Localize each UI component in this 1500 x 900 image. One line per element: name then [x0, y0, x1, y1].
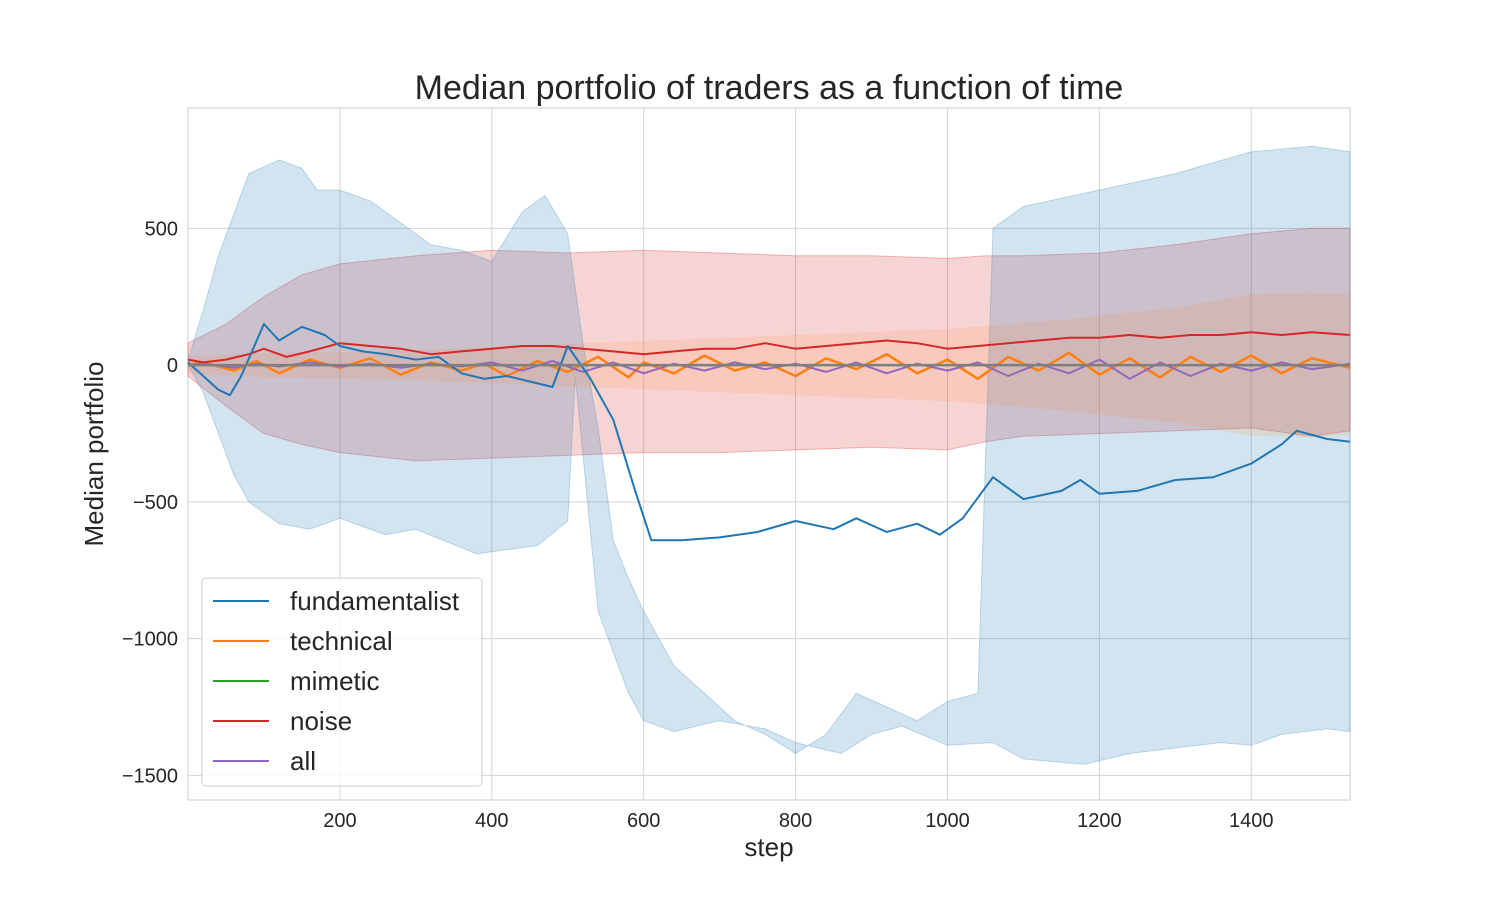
- x-tick-label: 200: [323, 810, 356, 832]
- x-tick-label: 600: [627, 810, 660, 832]
- y-axis-label: Median portfolio: [79, 362, 109, 547]
- y-tick-label: −500: [133, 492, 178, 514]
- x-axis-ticks: 200 400 600 800 1000 1200 1400: [323, 810, 1273, 832]
- x-tick-label: 400: [475, 810, 508, 832]
- y-axis-ticks: −1500 −1000 −500 0 500: [122, 218, 178, 787]
- legend-label-fundamentalist: fundamentalist: [290, 586, 460, 616]
- series-line-fundamentalist: [187, 323, 1351, 542]
- y-tick-label: −1000: [122, 629, 178, 651]
- legend-label-technical: technical: [290, 626, 393, 656]
- legend: fundamentalist technical mimetic noise all: [201, 577, 483, 787]
- y-tick-label: 0: [167, 355, 178, 377]
- x-tick-label: 1200: [1077, 810, 1122, 832]
- series-line-noise: [187, 331, 1351, 364]
- y-tick-label: 500: [145, 218, 178, 240]
- legend-label-mimetic: mimetic: [290, 666, 380, 696]
- series-lines: [187, 323, 1351, 542]
- legend-box: [201, 577, 483, 787]
- x-axis-label: step: [744, 832, 793, 862]
- x-tick-label: 1400: [1229, 810, 1274, 832]
- chart-title: Median portfolio of traders as a functio…: [415, 69, 1124, 107]
- x-tick-label: 800: [779, 810, 812, 832]
- legend-label-noise: noise: [290, 706, 352, 736]
- y-tick-label: −1500: [122, 765, 178, 787]
- legend-label-all: all: [290, 746, 316, 776]
- x-tick-label: 1000: [925, 810, 970, 832]
- fundamentalist-band: [187, 145, 1351, 765]
